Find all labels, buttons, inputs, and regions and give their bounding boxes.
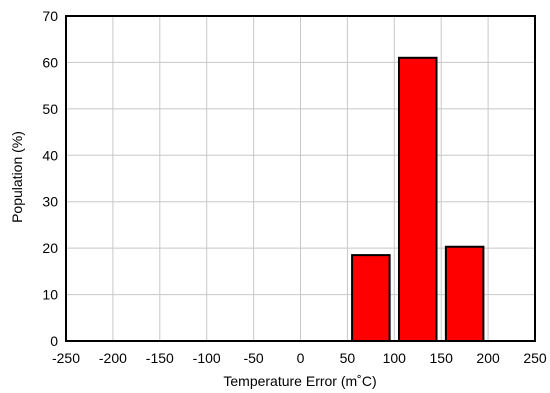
x-tick-label: 150 [430, 350, 454, 366]
bar [444, 245, 485, 342]
y-tick-label: 10 [42, 287, 58, 303]
y-tick-label: 0 [50, 333, 58, 349]
x-tick-label: -50 [243, 350, 263, 366]
x-tick-label: 200 [476, 350, 500, 366]
x-axis-label: Temperature Error (m˚C) [223, 373, 376, 389]
x-tick-label: 50 [340, 350, 356, 366]
y-tick-label: 50 [42, 101, 58, 117]
y-tick-label: 40 [42, 147, 58, 163]
y-axis-label: Population (%) [9, 131, 25, 223]
x-tick-label: -150 [146, 350, 174, 366]
bars [351, 56, 485, 343]
x-tick-label: -100 [193, 350, 221, 366]
plot-frame [65, 15, 536, 342]
bar [351, 254, 391, 343]
x-tick-label: -200 [99, 350, 127, 366]
x-tick-labels: -250 -200 -150 -100 -50 0 50 100 150 200 250 [52, 350, 547, 366]
x-tick-label: -250 [52, 350, 80, 366]
x-tick-label: 100 [383, 350, 407, 366]
y-tick-label: 30 [42, 194, 58, 210]
y-tick-label: 70 [42, 8, 58, 24]
y-tick-label: 20 [42, 240, 58, 256]
bar [397, 56, 438, 343]
x-tick-label: 250 [523, 350, 547, 366]
y-tick-labels: 0 10 20 30 40 50 60 70 [42, 8, 58, 349]
y-tick-label: 60 [42, 54, 58, 70]
x-tick-label: 0 [297, 350, 305, 366]
